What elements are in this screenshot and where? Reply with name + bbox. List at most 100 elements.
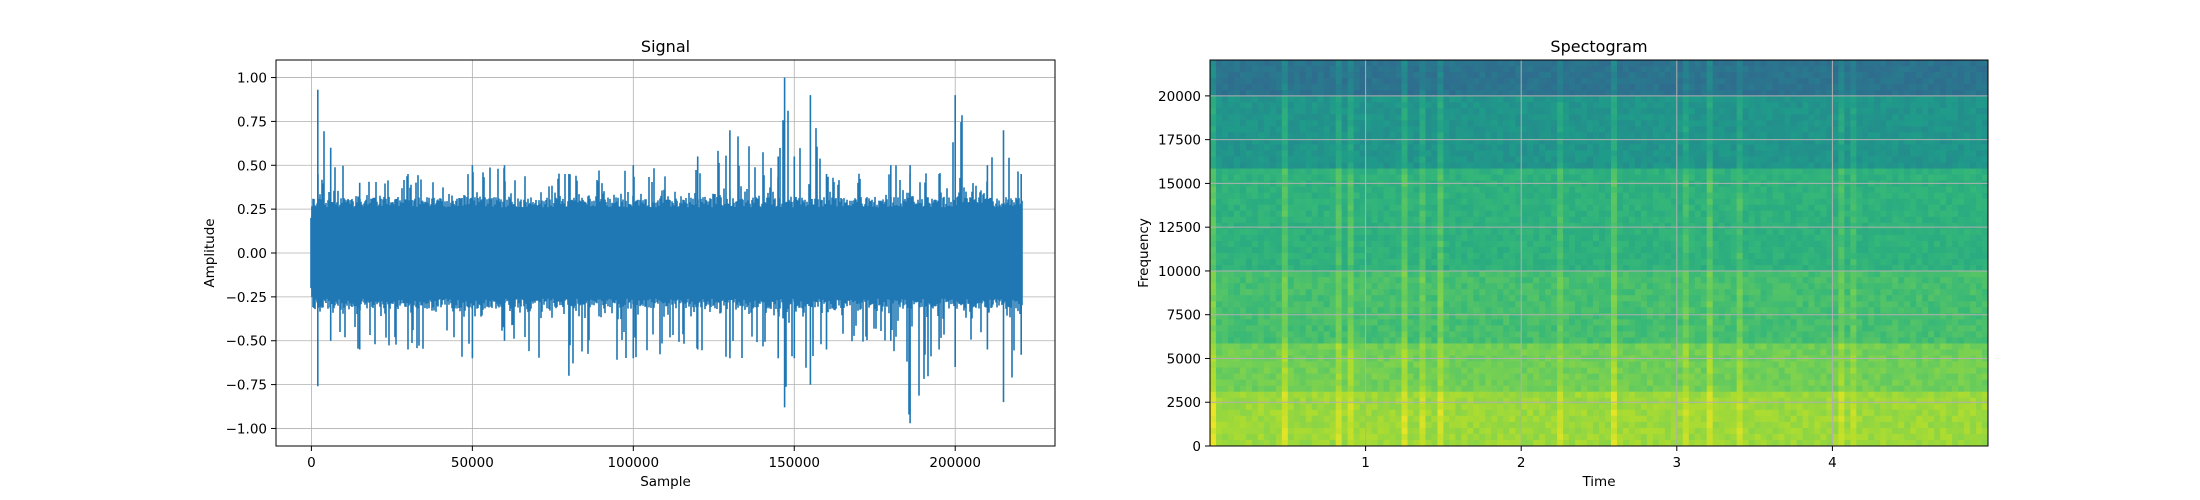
- heatmap-cell: [1790, 174, 1798, 182]
- heatmap-cell: [1922, 138, 1929, 146]
- heatmap-cell: [1838, 102, 1845, 109]
- heatmap-cell: [1425, 144, 1433, 152]
- heatmap-cell: [1730, 228, 1738, 236]
- heatmap-cell: [1353, 72, 1361, 79]
- heatmap-cell: [1587, 198, 1594, 206]
- heatmap-cell: [1210, 259, 1217, 266]
- heatmap-cell: [1455, 96, 1462, 103]
- heatmap-cell: [1748, 180, 1756, 188]
- heatmap-cell: [1443, 265, 1450, 272]
- heatmap-cell: [1772, 240, 1780, 248]
- heatmap-cell: [1820, 192, 1828, 200]
- heatmap-cell: [1377, 150, 1385, 158]
- heatmap-cell: [1269, 60, 1277, 67]
- heatmap-cell: [1916, 271, 1923, 278]
- heatmap-cell: [1503, 216, 1510, 224]
- heatmap-cell: [1323, 180, 1331, 188]
- heatmap-cell: [1347, 72, 1355, 79]
- heatmap-cell: [1886, 277, 1893, 284]
- heatmap-cell: [1210, 234, 1217, 242]
- heatmap-cell: [1844, 90, 1851, 97]
- heatmap-cell: [1730, 210, 1738, 218]
- heatmap-cell: [1317, 150, 1325, 158]
- heatmap-cell: [1539, 120, 1546, 127]
- heatmap-cell: [1353, 90, 1361, 97]
- heatmap-cell: [1551, 114, 1558, 121]
- heatmap-cell: [1886, 144, 1893, 152]
- heatmap-cell: [1401, 60, 1409, 67]
- heatmap-cell: [1862, 108, 1869, 115]
- heatmap-cell: [1245, 90, 1253, 97]
- heatmap-cell: [1563, 216, 1570, 224]
- heatmap-cell: [1706, 150, 1714, 158]
- heatmap-cell: [1437, 234, 1444, 242]
- heatmap-cell: [1341, 120, 1349, 127]
- heatmap-cell: [1760, 60, 1768, 67]
- heatmap-cell: [1245, 72, 1253, 79]
- heatmap-cell: [1748, 66, 1756, 73]
- heatmap-cell: [1509, 253, 1516, 260]
- heatmap-cell: [1407, 277, 1415, 284]
- heatmap-cell: [1964, 265, 1971, 272]
- heatmap-cell: [1257, 168, 1265, 176]
- heatmap-cell: [1233, 228, 1241, 236]
- heatmap-cell: [1616, 78, 1624, 85]
- heatmap-cell: [1766, 204, 1774, 212]
- heatmap-cell: [1533, 114, 1540, 121]
- heatmap-cell: [1431, 253, 1439, 260]
- heatmap-cell: [1664, 144, 1672, 152]
- heatmap-cell: [1700, 78, 1708, 85]
- heatmap-cell: [1407, 168, 1415, 176]
- heatmap-cell: [1497, 66, 1504, 73]
- heatmap-cell: [1754, 265, 1762, 272]
- heatmap-cell: [1251, 168, 1259, 176]
- heatmap-cell: [1922, 108, 1929, 115]
- heatmap-cell: [1760, 253, 1768, 260]
- heatmap-cell: [1341, 210, 1349, 218]
- heatmap-cell: [1982, 126, 1988, 133]
- heatmap-cell: [1263, 168, 1271, 176]
- heatmap-cell: [1892, 228, 1899, 236]
- heatmap-cell: [1742, 156, 1750, 164]
- heatmap-cell: [1515, 271, 1522, 278]
- heatmap-cell: [1317, 144, 1325, 152]
- heatmap-cell: [1521, 265, 1528, 272]
- heatmap-cell: [1880, 60, 1887, 67]
- heatmap-cell: [1952, 246, 1959, 254]
- heatmap-cell: [1898, 204, 1905, 212]
- heatmap-cell: [1347, 126, 1355, 133]
- heatmap-cell: [1389, 114, 1397, 121]
- heatmap-cell: [1239, 66, 1247, 73]
- heatmap-cell: [1317, 156, 1325, 164]
- heatmap-cell: [1622, 216, 1630, 224]
- heatmap-cell: [1467, 277, 1474, 284]
- heatmap-cell: [1413, 253, 1421, 260]
- heatmap-cell: [1670, 78, 1678, 85]
- heatmap-cell: [1682, 60, 1690, 67]
- heatmap-cell: [1233, 204, 1241, 212]
- heatmap-cell: [1904, 174, 1911, 182]
- heatmap-cell: [1455, 108, 1462, 115]
- heatmap-cell: [1401, 174, 1409, 182]
- heatmap-cell: [1778, 108, 1786, 115]
- heatmap-cell: [1305, 216, 1313, 224]
- heatmap-cell: [1527, 210, 1534, 218]
- heatmap-cell: [1341, 138, 1349, 146]
- heatmap-cell: [1724, 234, 1732, 242]
- heatmap-cell: [1245, 156, 1253, 164]
- heatmap-cell: [1964, 78, 1971, 85]
- heatmap-cell: [1545, 277, 1552, 284]
- heatmap-cell: [1491, 180, 1498, 188]
- heatmap-cell: [1664, 132, 1672, 140]
- heatmap-cell: [1868, 240, 1875, 248]
- heatmap-cell: [1706, 246, 1714, 254]
- heatmap-cell: [1838, 277, 1845, 284]
- heatmap-cell: [1575, 198, 1582, 206]
- heatmap-cell: [1934, 283, 1941, 290]
- heatmap-cell: [1359, 265, 1367, 272]
- heatmap-cell: [1958, 186, 1965, 194]
- heatmap-cell: [1718, 90, 1726, 97]
- heatmap-cell: [1634, 120, 1642, 127]
- heatmap-cell: [1263, 84, 1271, 91]
- heatmap-cell: [1736, 174, 1744, 182]
